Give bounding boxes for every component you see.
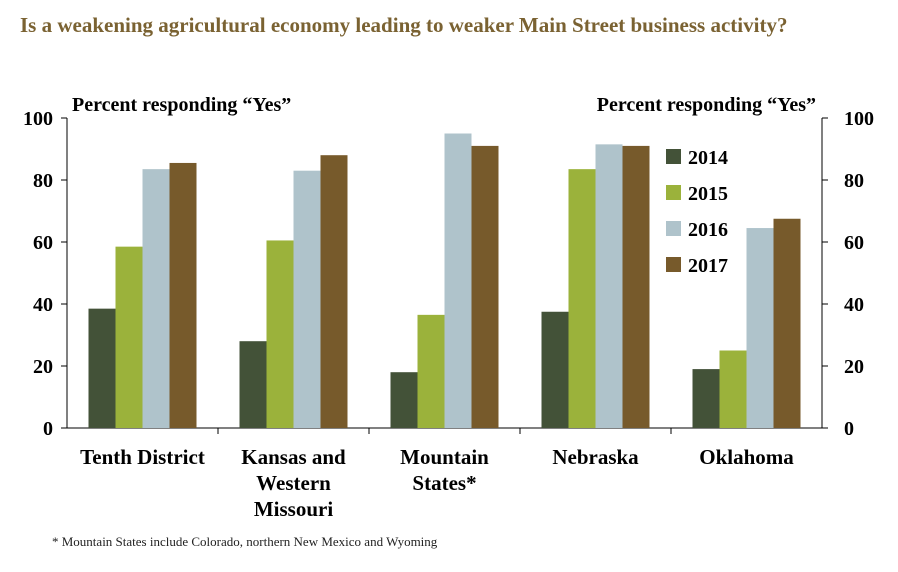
bar-2014 [239,341,267,428]
bar-2017 [622,145,650,428]
legend-label-2014: 2014 [688,147,728,169]
y-tick-label-left: 0 [43,418,53,440]
legend-label-2017: 2017 [688,255,728,277]
x-category-label: Western [256,471,331,495]
y-tick-label-right: 40 [844,294,864,316]
bar-2016 [746,228,774,428]
y-tick-label-left: 20 [33,356,53,378]
x-category-label: Oklahoma [699,445,794,469]
chart-title: Is a weakening agricultural economy lead… [20,13,788,37]
legend-swatch-2017 [666,257,681,272]
y-tick-label-right: 80 [844,170,864,192]
bar-2015 [719,350,747,428]
legend-swatch-2014 [666,149,681,164]
bar-2017 [320,155,348,428]
y-tick-label-left: 80 [33,170,53,192]
x-category-label: Nebraska [552,445,639,469]
y-axis-label-left: Percent responding “Yes” [72,94,291,116]
bar-2015 [115,246,143,428]
legend-label-2016: 2016 [688,219,728,241]
chart-labels: 0 0 20 20 40 40 60 60 80 80 100 100 Percent respondi… [23,94,874,521]
bar-2014 [88,308,116,428]
bar-2014 [541,311,569,428]
chart-bars [88,133,801,428]
y-tick-label-right: 20 [844,356,864,378]
y-tick-label-left: 100 [23,108,53,130]
y-tick-label-left: 60 [33,232,53,254]
bar-2016 [142,169,170,428]
y-tick-label-left: 40 [33,294,53,316]
bar-2017 [169,162,197,428]
y-axis-label-right: Percent responding “Yes” [597,94,816,116]
y-tick-label-right: 100 [844,108,874,130]
legend-swatch-2015 [666,185,681,200]
x-category-label: Kansas and [241,445,346,469]
x-category-label: Tenth District [80,445,205,469]
legend-label-2015: 2015 [688,183,728,205]
x-category-label: Missouri [254,497,334,521]
x-category-label: Mountain [400,445,489,469]
bar-2017 [773,218,801,428]
x-category-label: States* [412,471,476,495]
bar-2016 [293,170,321,428]
footnote: * Mountain States include Colorado, nort… [52,534,438,549]
bar-2016 [595,144,623,428]
bar-2015 [417,314,445,428]
bar-2015 [568,169,596,428]
bar-2017 [471,145,499,428]
bar-2014 [692,369,720,428]
y-tick-label-right: 60 [844,232,864,254]
bar-2015 [266,240,294,428]
bar-2016 [444,133,472,428]
y-tick-label-right: 0 [844,418,854,440]
bar-2014 [390,372,418,428]
chart-legend: 2014 2015 2016 2017 [666,147,728,277]
legend-swatch-2016 [666,221,681,236]
